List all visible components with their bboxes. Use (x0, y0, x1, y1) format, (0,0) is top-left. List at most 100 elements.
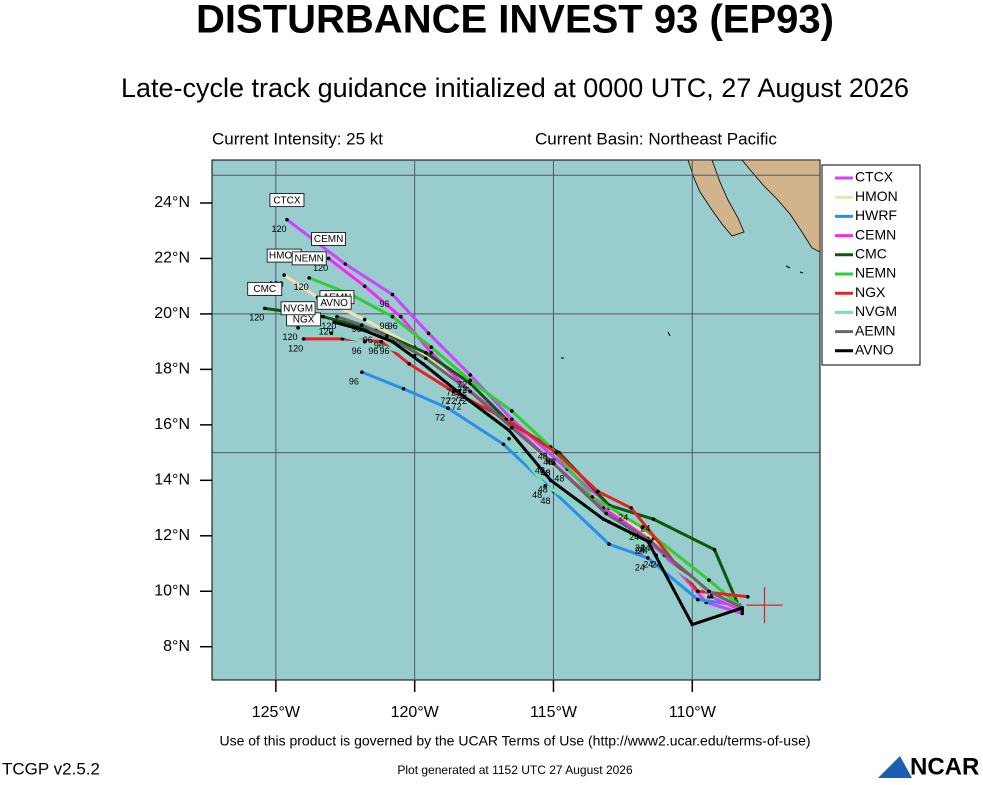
hour-label: 72 (457, 388, 467, 398)
hour-label: 120 (288, 343, 303, 353)
track-point (285, 217, 289, 222)
track-point (362, 328, 367, 333)
track-point (362, 284, 367, 288)
track-point (646, 539, 650, 544)
logo-mark (878, 756, 912, 778)
model-label: CTCX (273, 195, 301, 206)
model-box (247, 281, 283, 296)
hour-label: 48 (532, 490, 542, 500)
hour-label: 120 (249, 313, 264, 323)
subtitle: Late-cycle track guidance initialized at… (121, 73, 909, 103)
x-tick-label: 115°W (530, 704, 578, 721)
track-point (462, 395, 467, 399)
legend-label: CMC (855, 246, 887, 262)
hour-label: 120 (283, 332, 298, 342)
track-point (360, 370, 364, 374)
hour-label: 72 (446, 388, 456, 398)
track-point (543, 484, 547, 488)
y-tick-label: 14°N (154, 472, 190, 489)
track-point (332, 320, 336, 325)
hour-label: 120 (321, 321, 336, 331)
title: DISTURBANCE INVEST 93 (EP93) (196, 0, 834, 42)
hour-label: 48 (540, 468, 550, 478)
hour-label: 96 (374, 340, 384, 350)
track-point (362, 317, 367, 322)
track-point (707, 578, 711, 582)
track-point (301, 337, 306, 341)
basin-label: Current Basin: Northeast Pacific (535, 129, 777, 148)
track-point (390, 339, 395, 344)
current-position (746, 587, 783, 624)
track-point (421, 362, 425, 366)
track-point (423, 356, 428, 361)
y-tick-label: 10°N (154, 582, 190, 599)
track-point (510, 425, 514, 430)
track-point (321, 314, 325, 319)
legend: CTCX HMON HWRF CEMN CMC NEMN NGX NVGM AEMN AVNO (835, 169, 898, 358)
hour-label: 96 (352, 346, 362, 356)
legend-label: HWRF (855, 207, 897, 223)
hour-label: 48 (546, 457, 556, 467)
hour-label: 24 (640, 524, 650, 534)
track-point (740, 606, 745, 610)
track-point (507, 436, 511, 441)
hour-label: 24 (635, 543, 645, 553)
hour-label: 96 (388, 321, 398, 331)
model-box (280, 301, 316, 316)
track-point (510, 417, 514, 422)
model-label: HMON (269, 251, 300, 262)
hour-label: 48 (540, 468, 550, 478)
track-point (707, 589, 711, 594)
model-label: NGX (293, 315, 315, 326)
legend-label: NEMN (855, 265, 896, 281)
hour-label: 24 (629, 532, 639, 542)
track-point (690, 622, 695, 627)
y-tick-label: 20°N (154, 305, 190, 322)
hour-label: 72 (457, 385, 467, 395)
track-point (446, 406, 450, 411)
track-point (385, 334, 389, 338)
hour-label: 96 (379, 346, 389, 356)
hour-label: 48 (540, 496, 550, 506)
hour-label: 96 (363, 335, 373, 345)
hour-label: 120 (271, 224, 286, 234)
legend-label: NGX (855, 284, 886, 300)
x-tick-label: 110°W (669, 704, 717, 721)
generated: Plot generated at 1152 UTC 27 August 202… (397, 763, 633, 777)
y-tick-label: 8°N (163, 638, 190, 655)
y-tick-label: 16°N (154, 416, 190, 433)
axes: 125°W 120°W 115°W 110°W 8°N 10°N 12°N 14°N 16°N 1… (154, 194, 716, 721)
land-baja (687, 159, 745, 237)
hour-label: 24 (640, 543, 650, 553)
islands (561, 265, 804, 359)
legend-label: CEMN (855, 226, 896, 242)
track-point (343, 262, 348, 266)
track-point (296, 325, 300, 330)
model-label: CEMN (314, 234, 343, 245)
track-point (629, 506, 634, 510)
hour-label: 24 (652, 560, 662, 570)
model-label: AVNO (320, 298, 348, 309)
track-point (362, 339, 367, 344)
track-point (282, 273, 286, 277)
track-point (329, 331, 334, 336)
track-point (696, 597, 700, 602)
track-point (640, 525, 645, 530)
track-point (548, 478, 553, 483)
track-point (468, 378, 472, 383)
track-labels: 24 48 72 96 120 CTCX 24 48 72 96 120 HMON 24 48 72 96 24… (247, 193, 662, 572)
hour-label: 96 (352, 324, 362, 334)
hour-label: 96 (379, 321, 389, 331)
x-tick-label: 125°W (252, 704, 301, 721)
hour-label: 120 (313, 263, 328, 273)
hour-label: 96 (349, 377, 359, 387)
track-point (646, 556, 650, 560)
hour-label: 120 (294, 282, 309, 292)
track-point (429, 345, 434, 350)
y-tick-label: 24°N (154, 194, 190, 211)
hour-label: 72 (457, 396, 467, 406)
hour-label: 72 (435, 413, 445, 423)
track-point (426, 331, 431, 336)
track-point (398, 314, 403, 319)
